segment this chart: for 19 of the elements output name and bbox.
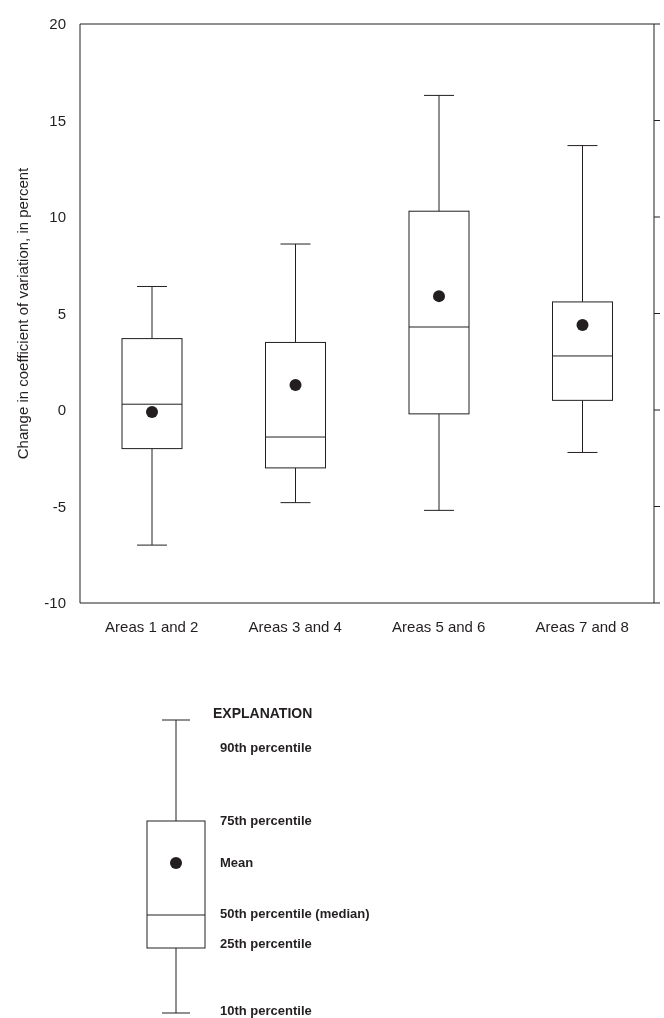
x-tick-label: Areas 1 and 2 — [105, 617, 199, 635]
y-tick-label: 0 — [57, 401, 66, 419]
x-tick-label: Areas 3 and 4 — [248, 617, 342, 635]
y-tick-label: 10 — [49, 208, 66, 226]
y-tick-label: 15 — [49, 111, 66, 129]
text: EXPLANATION — [213, 704, 313, 721]
x-tick-label: Areas 5 and 6 — [392, 617, 486, 635]
text: 75th percentile — [220, 813, 312, 829]
y-tick-label: -5 — [52, 497, 66, 515]
x-tick-label: Areas 7 and 8 — [535, 617, 629, 635]
y-axis-title: Change in coefficient of variation, in percent — [14, 166, 32, 460]
text: 90th percentile — [220, 740, 312, 756]
text: Mean — [220, 855, 254, 871]
y-tick-label: 5 — [57, 304, 66, 322]
text: 10th percentile — [220, 1003, 312, 1018]
text: 50th percentile (median) — [220, 906, 370, 922]
text: 25th percentile — [220, 936, 312, 952]
y-tick-label: -10 — [44, 594, 66, 612]
y-tick-label: 20 — [49, 15, 66, 33]
